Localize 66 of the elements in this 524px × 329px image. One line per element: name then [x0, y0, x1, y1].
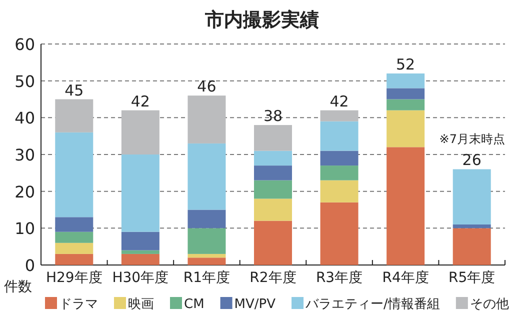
bar — [254, 150, 292, 166]
bar — [320, 180, 358, 202]
bar — [188, 210, 226, 228]
bar — [121, 110, 160, 154]
bar — [452, 224, 491, 228]
x-tick-label: R4年度 — [382, 270, 429, 286]
bar — [121, 254, 160, 265]
annotation: ※7月末時点 — [439, 132, 505, 146]
x-tick-label: R3年度 — [316, 270, 363, 286]
bar — [188, 143, 226, 210]
bar — [254, 166, 292, 180]
bar — [121, 250, 160, 254]
bar — [254, 220, 292, 265]
bar — [188, 96, 226, 144]
bar — [188, 254, 226, 258]
chart-title: 市内撮影実績 — [204, 9, 319, 31]
bar — [320, 110, 358, 122]
bar — [452, 228, 491, 265]
bar — [320, 121, 358, 151]
y-tick-label: 20 — [14, 182, 35, 202]
legend-label: 映画 — [128, 297, 154, 312]
total-label: 26 — [462, 151, 482, 170]
total-label: 45 — [64, 81, 84, 100]
bar — [55, 254, 94, 265]
bar — [320, 166, 358, 180]
bar — [452, 169, 491, 224]
y-tick-label: 60 — [14, 35, 35, 54]
bar — [386, 88, 425, 100]
bar — [386, 99, 425, 110]
legend-label: バラエティー/情報番組 — [304, 297, 440, 312]
bar — [386, 73, 425, 88]
bar — [254, 180, 292, 199]
bar — [55, 99, 94, 132]
x-tick-label: H29年度 — [46, 270, 102, 286]
x-tick-label: R5年度 — [448, 270, 496, 286]
bar — [254, 198, 292, 221]
total-label: 42 — [130, 92, 150, 110]
bar — [55, 242, 94, 254]
total-label: 46 — [197, 78, 216, 96]
bar — [254, 125, 292, 151]
x-tick-label: R1年度 — [183, 270, 230, 286]
y-axis-title: 件数 — [4, 279, 32, 295]
bar — [188, 228, 226, 254]
legend-label: ドラマ — [59, 297, 98, 312]
legend-label: その他 — [470, 297, 509, 312]
bar — [55, 132, 94, 218]
total-label: 42 — [330, 92, 349, 110]
bar — [55, 217, 94, 232]
bar — [386, 110, 425, 148]
x-tick-label: H30年度 — [112, 270, 169, 286]
bar — [386, 147, 425, 265]
total-label: 52 — [396, 55, 416, 74]
bar — [55, 232, 94, 243]
bar — [320, 150, 358, 166]
bar — [188, 258, 226, 265]
y-tick-label: 10 — [14, 219, 35, 238]
y-tick-label: 50 — [14, 72, 35, 91]
x-tick-label: R2年度 — [250, 270, 296, 286]
y-tick-label: 40 — [14, 108, 35, 128]
y-tick-label: 30 — [14, 146, 35, 164]
y-tick-label: 0 — [24, 256, 35, 275]
bar — [320, 202, 358, 265]
legend-label: CM — [184, 297, 204, 312]
bar — [121, 154, 160, 232]
legend-label: MV/PV — [234, 297, 276, 312]
bar — [121, 232, 160, 250]
